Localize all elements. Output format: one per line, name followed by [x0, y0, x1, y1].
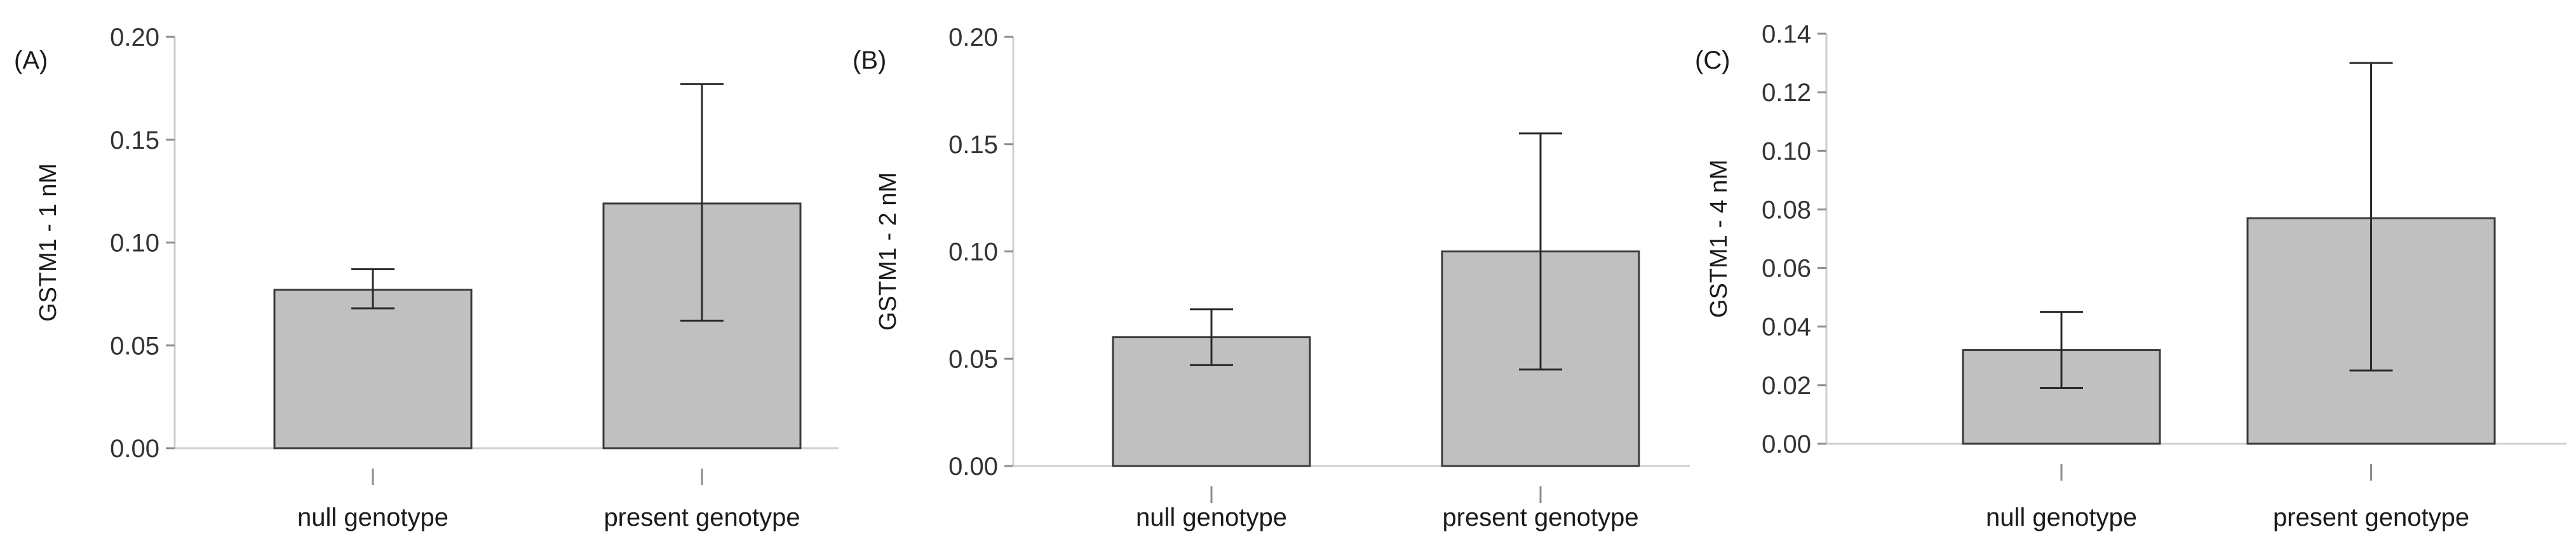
y-tick-label: 0.02 [1762, 372, 1811, 400]
y-tick-label: 0.15 [948, 131, 998, 159]
y-tick-label: 0.08 [1762, 196, 1811, 224]
y-axis-title: GSTM1 - 1 nM [35, 163, 62, 322]
y-tick-label: 0.00 [110, 435, 159, 463]
panel-label: (A) [14, 46, 48, 74]
y-tick-label: 0.14 [1762, 20, 1811, 48]
y-tick-label: 0.00 [1762, 430, 1811, 458]
category-label: null genotype [1986, 504, 2137, 531]
category-label: present genotype [1442, 504, 1638, 531]
y-tick-label: 0.05 [110, 332, 159, 360]
y-tick-label: 0.10 [110, 230, 159, 257]
chart-panel-1: 0.00 0.05 0.10 0.15 0.20 null genotype present… [14, 24, 839, 531]
y-tick-label: 0.20 [948, 24, 998, 51]
bar-null-genotype [273, 289, 473, 449]
y-tick-label: 0.10 [1762, 137, 1811, 165]
panel-label: (B) [853, 46, 886, 74]
chart-panel-2: 0.00 0.05 0.10 0.15 0.20 null genotype present… [853, 24, 1690, 531]
y-tick-label: 0.20 [110, 24, 159, 51]
category-label: present genotype [2273, 504, 2469, 531]
y-axis-title: GSTM1 - 2 nM [875, 172, 901, 331]
category-label: present genotype [604, 504, 800, 531]
y-tick-label: 0.05 [948, 345, 998, 373]
y-tick-label: 0.04 [1762, 313, 1811, 341]
chart-panel-3: 0.00 0.02 0.04 0.06 0.08 0.10 0.12 0.14 null gen… [1695, 20, 2566, 531]
panel-label: (C) [1695, 46, 1730, 74]
y-tick-label: 0.12 [1762, 79, 1811, 107]
y-tick-label: 0.06 [1762, 255, 1811, 283]
y-tick-label: 0.00 [948, 453, 998, 481]
y-tick-label: 0.10 [948, 238, 998, 266]
y-tick-label: 0.15 [110, 127, 159, 154]
y-axis-title: GSTM1 - 4 nM [1706, 160, 1732, 318]
category-label: null genotype [297, 504, 448, 531]
category-label: null genotype [1136, 504, 1287, 531]
